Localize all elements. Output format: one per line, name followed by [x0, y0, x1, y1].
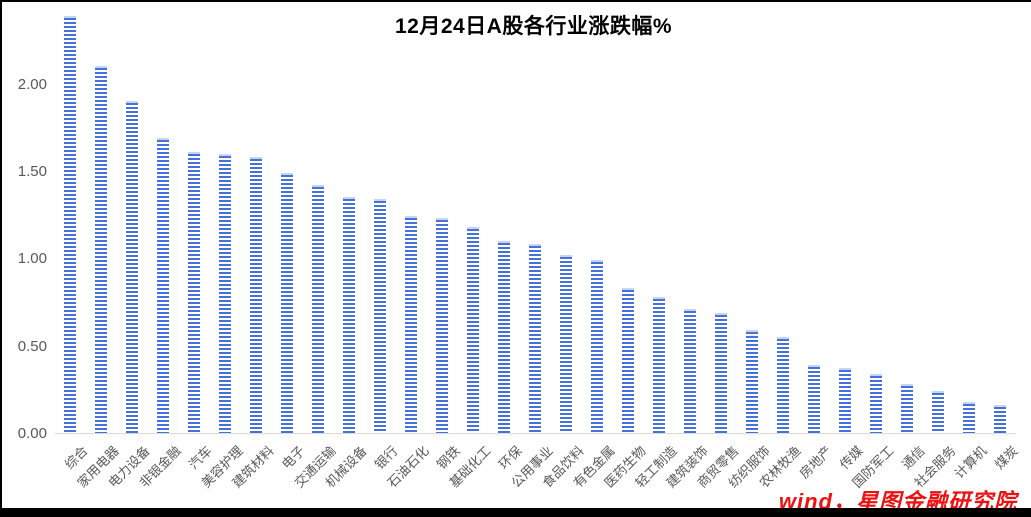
- watermark: wind，星图金融研究院: [778, 489, 1017, 514]
- bar: [373, 199, 386, 433]
- bar: [746, 330, 759, 433]
- x-axis-category-label: 煤炭: [992, 443, 1022, 473]
- bar: [94, 66, 107, 433]
- x-axis-category-label: 计算机: [951, 443, 991, 482]
- bar: [994, 405, 1007, 433]
- bar: [559, 255, 572, 433]
- y-axis-tick-label: 0.00: [17, 425, 47, 442]
- bar: [156, 138, 169, 433]
- bar: [839, 368, 852, 433]
- bar: [497, 241, 510, 433]
- bar: [218, 154, 231, 433]
- bar: [342, 197, 355, 433]
- bar: [125, 101, 138, 433]
- y-axis-tick-label: 1.00: [17, 250, 47, 268]
- bar: [63, 16, 76, 433]
- plot-area: 0.00 0.50 1.00 1.50 2.00 综合 家用电器 电力设备 非银金融 汽车 美容护…: [2, 2, 1031, 508]
- x-axis-line: [55, 433, 1016, 434]
- bar: [591, 260, 603, 433]
- y-axis-tick-label: 0.50: [17, 337, 47, 355]
- x-axis-category-label: 房地产: [796, 443, 835, 482]
- y-axis-tick-label: 1.50: [17, 163, 47, 181]
- bar: [528, 244, 541, 433]
- bar: [622, 288, 635, 433]
- bar: [404, 216, 417, 433]
- bar: [777, 337, 790, 433]
- bar: [249, 157, 262, 433]
- bar: [653, 297, 666, 433]
- bar: [963, 402, 976, 433]
- bar: [280, 173, 293, 433]
- bar: [870, 374, 883, 433]
- bar: [901, 384, 914, 433]
- bar: [466, 227, 479, 433]
- bar: [808, 365, 821, 433]
- chart-title: 12月24日A股各行业涨跌幅%: [394, 15, 673, 38]
- bar: [311, 185, 324, 433]
- bar: [435, 218, 448, 433]
- bar: [187, 152, 200, 433]
- bar: [932, 391, 945, 433]
- y-axis-tick-label: 2.00: [17, 75, 47, 93]
- bar: [684, 309, 697, 433]
- bar: [715, 313, 728, 433]
